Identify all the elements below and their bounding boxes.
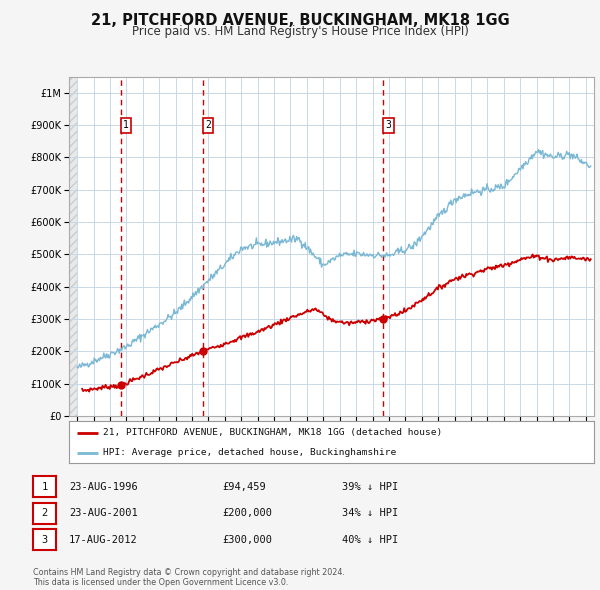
Text: 23-AUG-2001: 23-AUG-2001 xyxy=(69,509,138,518)
Text: 3: 3 xyxy=(385,120,391,130)
Text: 1: 1 xyxy=(123,120,129,130)
Text: 34% ↓ HPI: 34% ↓ HPI xyxy=(342,509,398,518)
Text: 39% ↓ HPI: 39% ↓ HPI xyxy=(342,482,398,491)
Text: 40% ↓ HPI: 40% ↓ HPI xyxy=(342,535,398,545)
Text: £200,000: £200,000 xyxy=(222,509,272,518)
Text: HPI: Average price, detached house, Buckinghamshire: HPI: Average price, detached house, Buck… xyxy=(103,448,397,457)
Text: Price paid vs. HM Land Registry's House Price Index (HPI): Price paid vs. HM Land Registry's House … xyxy=(131,25,469,38)
Text: Contains HM Land Registry data © Crown copyright and database right 2024.
This d: Contains HM Land Registry data © Crown c… xyxy=(33,568,345,587)
Text: 2: 2 xyxy=(41,509,47,518)
Text: 21, PITCHFORD AVENUE, BUCKINGHAM, MK18 1GG (detached house): 21, PITCHFORD AVENUE, BUCKINGHAM, MK18 1… xyxy=(103,428,442,437)
Text: 1: 1 xyxy=(41,482,47,491)
Text: £300,000: £300,000 xyxy=(222,535,272,545)
Text: 2: 2 xyxy=(205,120,211,130)
Text: £94,459: £94,459 xyxy=(222,482,266,491)
Bar xyxy=(69,77,77,416)
Text: 17-AUG-2012: 17-AUG-2012 xyxy=(69,535,138,545)
Text: 21, PITCHFORD AVENUE, BUCKINGHAM, MK18 1GG: 21, PITCHFORD AVENUE, BUCKINGHAM, MK18 1… xyxy=(91,13,509,28)
Text: 3: 3 xyxy=(41,535,47,545)
Text: 23-AUG-1996: 23-AUG-1996 xyxy=(69,482,138,491)
